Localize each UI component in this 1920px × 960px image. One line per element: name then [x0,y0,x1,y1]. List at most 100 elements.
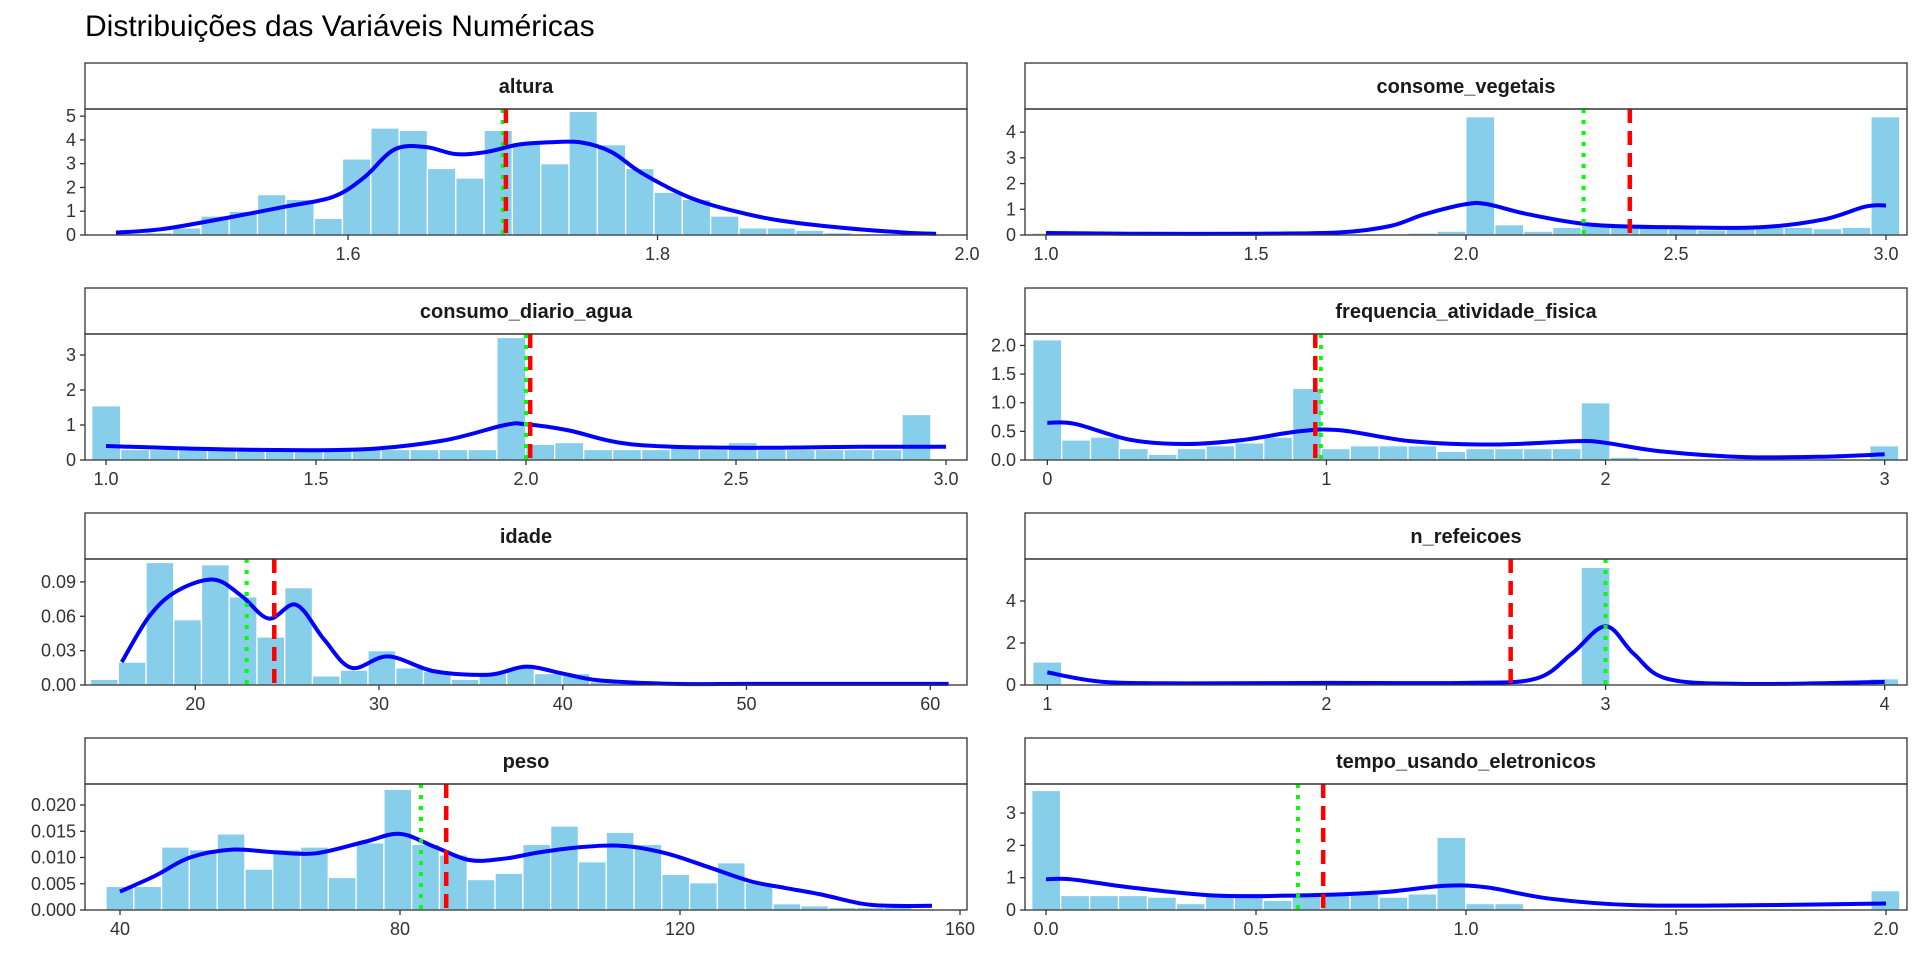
histogram-bar [1205,445,1236,461]
histogram-bar [244,868,274,911]
x-tick-label: 0.0 [1033,919,1058,939]
histogram-bar [1234,442,1265,461]
x-tick-label: 0.5 [1243,919,1268,939]
facet-panel-altura: altura 0 1 2 3 4 5 1.6 1.8 2.0 [66,62,980,264]
histogram-bar [496,336,527,461]
histogram-bar [814,448,845,461]
histogram-bar [256,193,287,236]
histogram-bar [228,596,258,686]
x-tick-label: 1.0 [93,469,118,489]
facet-panel-consome_vegetais: consome_vegetais 0 1 2 3 4 1.0 1.5 2.0 2.5 3.0 [1006,62,1908,264]
histogram-bar [438,854,468,911]
histogram-bar [640,448,672,461]
histogram-bar [772,903,802,911]
histogram-bar [327,876,357,911]
facet-panel-peso: peso 0.000 0.005 0.010 0.015 0.020 40 80 120 160 [31,737,975,939]
facet-strip [1024,737,1908,785]
x-tick-label: 1.0 [1033,244,1058,264]
histogram-bar [177,448,209,461]
y-tick-label: 0.0 [991,450,1016,470]
histogram-bar [1146,896,1178,911]
histogram-bar [1349,445,1380,461]
histogram-bar [1436,450,1467,461]
histogram-bar [766,227,797,236]
histogram-bar [1378,896,1409,911]
histogram-bar [843,448,874,461]
x-tick-label: 2 [1601,469,1611,489]
histogram-bar [540,163,570,236]
histogram-bar [120,448,151,461]
histogram-bar [872,448,903,461]
facet-strip [1024,287,1908,335]
histogram-bar [1870,116,1901,236]
histogram-bar [554,441,585,461]
y-tick-label: 3 [66,154,76,174]
y-tick-label: 2 [1006,835,1016,855]
panel-border [1024,333,1908,461]
histogram-bar [311,675,341,686]
panel-border [84,558,968,686]
histogram-bar [438,448,469,461]
histogram-bar [256,636,286,686]
histogram-bar [1147,453,1178,461]
histogram-bar [1176,447,1207,461]
y-tick-label: 1 [1006,868,1016,888]
y-tick-label: 0.5 [991,421,1016,441]
facet-panel-idade: idade 0.00 0.03 0.06 0.09 20 30 40 50 60 [41,512,968,714]
y-tick-label: 0 [1006,900,1016,920]
x-tick-label: 40 [553,694,573,714]
histogram-bar [1783,226,1814,236]
histogram-bar [171,227,202,236]
y-tick-label: 3 [1006,148,1016,168]
x-tick-label: 0 [1042,469,1052,489]
facet-label: consumo_diario_agua [420,301,633,323]
histogram-bar [284,586,314,686]
x-tick-label: 50 [736,694,756,714]
y-tick-label: 1 [1006,199,1016,219]
histogram-bar [467,448,498,461]
histogram-bar [785,448,816,461]
histogram-bar [188,848,218,911]
facet-label: altura [499,76,554,98]
density-curve [115,139,937,236]
histogram-bar [698,448,730,461]
histogram-bar [1812,227,1843,236]
histogram-bars [91,336,932,461]
histogram-bar [669,447,701,461]
y-tick-label: 5 [66,106,76,126]
histogram-bar [744,882,774,911]
histogram-bar [91,405,122,461]
facet-label: n_refeicoes [1410,526,1521,548]
histogram-bar [1870,889,1901,911]
histogram-bar [1407,893,1438,911]
histogram-bar [583,448,614,461]
histogram-bar [173,619,203,686]
x-tick-label: 2.5 [723,469,748,489]
y-tick-label: 0.06 [41,606,76,626]
x-tick-label: 4 [1880,694,1890,714]
histogram-bar [117,661,147,686]
y-tick-label: 1 [66,201,76,221]
histogram-bar [395,667,425,686]
histogram-bar [1436,836,1467,911]
histogram-bar [148,448,180,461]
histogram-bar [1494,902,1525,911]
y-tick-label: 2 [1006,174,1016,194]
facet-strip [84,512,968,560]
y-tick-label: 0 [66,450,76,470]
y-tick-label: 1 [66,415,76,435]
x-tick-label: 60 [920,694,940,714]
histogram-bar [1060,894,1091,911]
histogram-bar [339,669,369,686]
y-tick-label: 2 [66,380,76,400]
x-tick-label: 2.0 [1873,919,1898,939]
histogram-bar [1465,447,1496,461]
x-tick-label: 1.5 [303,469,328,489]
density-curve [1047,420,1885,460]
facet-panel-n_refeicoes: n_refeicoes 0 2 4 1 2 3 4 [1006,512,1908,714]
y-tick-label: 0.015 [31,821,76,841]
histogram-bar [1175,902,1206,911]
x-tick-label: 20 [185,694,205,714]
histogram-bar [1580,566,1611,686]
histogram-bar [411,843,441,911]
